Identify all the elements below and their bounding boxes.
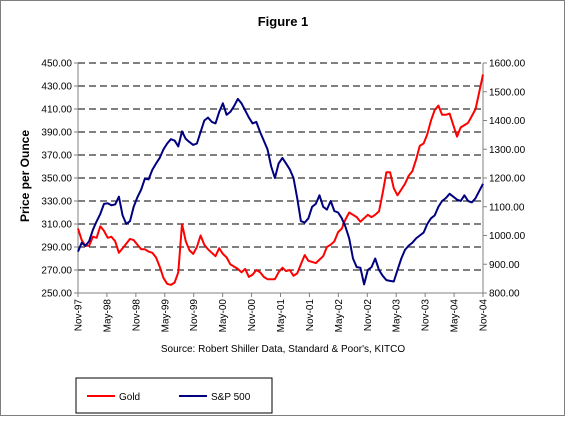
left-tick-label: 350.00: [41, 174, 72, 185]
left-tick-label: 310.00: [41, 220, 72, 231]
left-tick-label: 290.00: [41, 243, 72, 254]
left-tick-label: 410.00: [41, 105, 72, 116]
series-lines: [77, 74, 484, 286]
legend-sp500-label: S&P 500: [211, 392, 251, 403]
x-axis-ticks: Nov-97 May-98 Nov-98 May-99 Nov-99 May-00 Nov-…: [74, 293, 490, 332]
x-tick-label: May-99: [160, 299, 171, 333]
right-tick-label: 1600.00: [489, 59, 526, 70]
right-tick-label: 1500.00: [489, 87, 526, 98]
left-tick-label: 390.00: [41, 128, 72, 139]
right-tick-label: 1100.00: [489, 202, 525, 213]
right-tick-label: 1300.00: [489, 145, 526, 156]
legend: Gold S&P 500: [75, 377, 273, 414]
left-tick-label: 250.00: [41, 289, 72, 300]
chart-title: Figure 1: [258, 14, 309, 29]
right-tick-label: 800.00: [489, 289, 520, 300]
gridlines: [78, 62, 483, 271]
x-tick-label: May-01: [276, 299, 287, 333]
right-tick-label: 1000.00: [489, 231, 526, 242]
x-tick-label: May-03: [392, 299, 403, 333]
y-axis-title: Price per Ounce: [18, 130, 32, 222]
x-tick-label: Nov-01: [305, 299, 316, 332]
x-tick-label: Nov-02: [363, 299, 374, 332]
left-tick-label: 270.00: [41, 266, 72, 277]
x-tick-label: Nov-03: [421, 299, 432, 332]
right-tick-label: 900.00: [489, 260, 520, 271]
left-tick-label: 450.00: [41, 59, 72, 70]
x-tick-label: May-04: [450, 299, 461, 333]
right-tick-label: 1400.00: [489, 116, 526, 127]
x-tick-label: Nov-00: [247, 299, 258, 332]
x-tick-label: May-00: [218, 299, 229, 333]
right-tick-label: 1200.00: [489, 174, 526, 185]
sp500-series-line: [77, 97, 484, 286]
x-tick-label: Nov-98: [131, 299, 142, 332]
left-tick-label: 370.00: [41, 151, 72, 162]
gold-series-line: [77, 74, 484, 286]
x-tick-label: May-02: [334, 299, 345, 333]
x-tick-label: Nov-97: [74, 299, 85, 332]
x-tick-label: Nov-99: [189, 299, 200, 332]
left-tick-label: 430.00: [41, 82, 72, 93]
left-tick-label: 330.00: [41, 197, 72, 208]
right-axis-ticks: 800.00 900.00 1000.00 1100.00 1200.00 1300.00…: [483, 59, 526, 300]
legend-gold-label: Gold: [119, 392, 140, 403]
x-tick-label: May-98: [102, 299, 113, 333]
left-axis-ticks: 250.00 270.00 290.00 310.00 330.00 350.00 370.…: [41, 59, 78, 300]
source-note: Source: Robert Shiller Data, Standard & …: [161, 344, 405, 355]
x-tick-label: Nov-04: [479, 299, 490, 332]
